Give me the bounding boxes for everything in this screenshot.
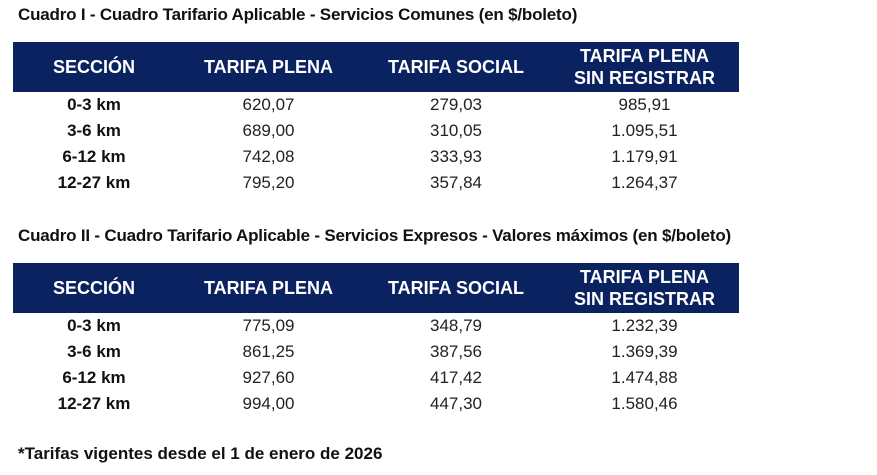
table1-title: Cuadro I - Cuadro Tarifario Aplicable - …	[18, 5, 578, 24]
tarifa-plena-cell: 775,09	[242, 316, 295, 335]
header-line-1: TARIFA PLENA	[580, 46, 709, 66]
table-row: 12-27 km 994,00 447,30 1.580,46	[13, 391, 739, 417]
table-row: 0-3 km 620,07 279,03 985,91	[13, 92, 739, 118]
header-tarifa-social: TARIFA SOCIAL	[362, 263, 550, 313]
table2-title: Cuadro II - Cuadro Tarifario Aplicable -…	[18, 226, 731, 245]
header-tarifa-plena: TARIFA PLENA	[175, 42, 362, 92]
seccion-cell: 3-6 km	[67, 121, 121, 140]
seccion-cell: 6-12 km	[62, 147, 126, 166]
header-tarifa-plena: TARIFA PLENA	[175, 263, 362, 313]
tarifa-plena-cell: 742,08	[242, 147, 295, 166]
table-row: 0-3 km 775,09 348,79 1.232,39	[13, 313, 739, 339]
tarifa-sin-registrar-cell: 1.179,91	[611, 147, 678, 166]
seccion-cell: 3-6 km	[67, 342, 121, 361]
fare-table-comunes: SECCIÓN TARIFA PLENA TARIFA SOCIAL TARIF…	[13, 42, 739, 196]
table-row: 3-6 km 861,25 387,56 1.369,39	[13, 339, 739, 365]
tarifa-sin-registrar-cell: 1.474,88	[611, 368, 678, 387]
tarifa-plena-cell: 927,60	[242, 368, 295, 387]
table-header-row: SECCIÓN TARIFA PLENA TARIFA SOCIAL TARIF…	[13, 42, 739, 92]
table-header-row: SECCIÓN TARIFA PLENA TARIFA SOCIAL TARIF…	[13, 263, 739, 313]
tarifa-plena-cell: 795,20	[242, 173, 295, 192]
header-seccion: SECCIÓN	[13, 263, 175, 313]
tarifa-sin-registrar-cell: 1.369,39	[611, 342, 678, 361]
table-row: 6-12 km 927,60 417,42 1.474,88	[13, 365, 739, 391]
seccion-cell: 0-3 km	[67, 95, 121, 114]
tarifa-sin-registrar-cell: 1.264,37	[611, 173, 678, 192]
tarifa-social-cell: 357,84	[430, 173, 482, 192]
table-row: 12-27 km 795,20 357,84 1.264,37	[13, 170, 739, 196]
header-line-2: SIN REGISTRAR	[573, 289, 715, 309]
header-seccion: SECCIÓN	[13, 42, 175, 92]
header-tarifa-sin-registrar: TARIFA PLENA SIN REGISTRAR	[550, 42, 739, 92]
seccion-cell: 12-27 km	[57, 394, 131, 413]
tarifa-social-cell: 417,42	[430, 368, 482, 387]
tarifa-social-cell: 310,05	[430, 121, 482, 140]
tarifa-sin-registrar-cell: 1.232,39	[611, 316, 678, 335]
tarifa-sin-registrar-cell: 1.095,51	[611, 121, 678, 140]
tarifa-plena-cell: 620,07	[242, 95, 295, 114]
header-tarifa-sin-registrar: TARIFA PLENA SIN REGISTRAR	[550, 263, 739, 313]
header-tarifa-social: TARIFA SOCIAL	[362, 42, 550, 92]
table-row: 3-6 km 689,00 310,05 1.095,51	[13, 118, 739, 144]
tarifa-social-cell: 387,56	[430, 342, 482, 361]
tarifa-plena-cell: 689,00	[242, 121, 295, 140]
header-line-2: SIN REGISTRAR	[573, 68, 715, 88]
tarifa-social-cell: 333,93	[430, 147, 482, 166]
tarifa-sin-registrar-cell: 985,91	[618, 95, 671, 114]
tarifa-plena-cell: 861,25	[242, 342, 295, 361]
tarifa-social-cell: 279,03	[430, 95, 482, 114]
seccion-cell: 12-27 km	[57, 173, 131, 192]
footnote: *Tarifas vigentes desde el 1 de enero de…	[18, 444, 383, 463]
table-row: 6-12 km 742,08 333,93 1.179,91	[13, 144, 739, 170]
tarifa-sin-registrar-cell: 1.580,46	[611, 394, 678, 413]
tarifa-social-cell: 348,79	[430, 316, 482, 335]
fare-table-expresos: SECCIÓN TARIFA PLENA TARIFA SOCIAL TARIF…	[13, 263, 739, 417]
tarifa-plena-cell: 994,00	[242, 394, 295, 413]
seccion-cell: 0-3 km	[67, 316, 121, 335]
header-line-1: TARIFA PLENA	[580, 267, 709, 287]
tarifa-social-cell: 447,30	[430, 394, 482, 413]
seccion-cell: 6-12 km	[62, 368, 126, 387]
